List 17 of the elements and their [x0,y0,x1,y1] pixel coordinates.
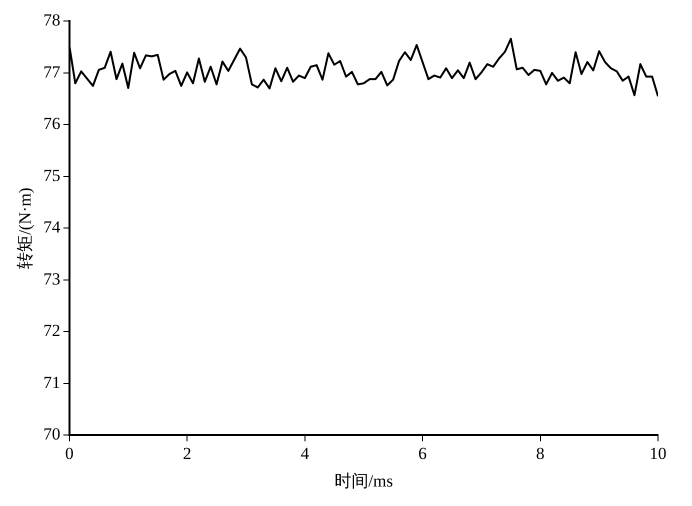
x-tick-label: 6 [418,444,427,463]
y-axis-title: 转矩/(N·m) [16,188,35,269]
x-tick-label: 4 [300,444,310,463]
x-tick-label: 0 [65,444,74,463]
x-tick-label: 10 [650,444,666,463]
y-tick-label: 71 [43,372,60,392]
y-tick-label: 72 [43,321,60,340]
x-tick-label: 8 [536,444,545,463]
y-tick-label: 77 [43,62,61,82]
y-tick-label: 75 [43,166,60,185]
x-tick-label: 2 [182,444,192,463]
y-tick-label: 76 [43,114,60,134]
y-tick-label: 74 [43,218,61,237]
y-tick-label: 70 [43,424,60,444]
y-tick-label: 73 [43,269,60,288]
y-tick-label: 78 [43,10,60,30]
x-axis-title: 时间/ms [334,471,393,490]
